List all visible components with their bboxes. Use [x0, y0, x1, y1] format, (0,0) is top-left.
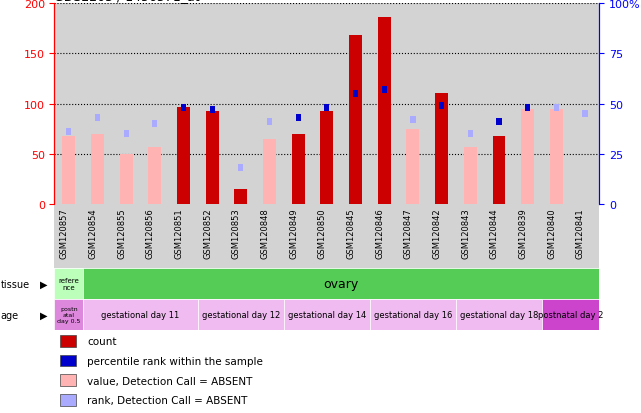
- Text: gestational day 11: gestational day 11: [101, 311, 179, 319]
- Bar: [353, 91, 358, 98]
- Text: GSM120841: GSM120841: [576, 208, 585, 258]
- Bar: [238, 165, 244, 172]
- Bar: [296, 115, 301, 122]
- Bar: [149, 147, 162, 204]
- Bar: [153, 121, 158, 128]
- Bar: [468, 131, 473, 138]
- Bar: [62, 136, 75, 204]
- Text: rank, Detection Call = ABSENT: rank, Detection Call = ABSENT: [87, 395, 247, 405]
- Text: GSM120855: GSM120855: [117, 208, 126, 258]
- Text: GSM120847: GSM120847: [404, 208, 413, 258]
- Bar: [435, 94, 448, 204]
- Bar: [263, 139, 276, 204]
- Bar: [60, 374, 76, 386]
- Text: GSM120857: GSM120857: [60, 208, 69, 258]
- Text: GSM120843: GSM120843: [462, 208, 470, 258]
- Bar: [378, 18, 391, 204]
- Text: GSM120844: GSM120844: [490, 208, 499, 258]
- Text: gestational day 12: gestational day 12: [202, 311, 280, 319]
- Text: GSM120853: GSM120853: [232, 208, 241, 258]
- Text: GSM120842: GSM120842: [433, 208, 442, 258]
- Text: ▶: ▶: [40, 310, 48, 320]
- Bar: [410, 117, 415, 124]
- Bar: [370, 299, 456, 330]
- Text: postn
atal
day 0.5: postn atal day 0.5: [57, 306, 81, 323]
- Text: GSM120845: GSM120845: [347, 208, 356, 258]
- Text: GSM120850: GSM120850: [318, 208, 327, 258]
- Bar: [206, 111, 219, 204]
- Text: gestational day 14: gestational day 14: [288, 311, 366, 319]
- Bar: [406, 129, 419, 204]
- Text: gestational day 16: gestational day 16: [374, 311, 452, 319]
- Bar: [60, 355, 76, 366]
- Bar: [492, 136, 505, 204]
- Text: GSM120848: GSM120848: [260, 208, 270, 258]
- Bar: [464, 147, 477, 204]
- Bar: [177, 107, 190, 204]
- Text: count: count: [87, 337, 117, 347]
- Bar: [60, 335, 76, 347]
- Text: GSM120852: GSM120852: [203, 208, 212, 258]
- Bar: [267, 119, 272, 126]
- Bar: [550, 109, 563, 204]
- Bar: [54, 268, 83, 299]
- Bar: [525, 105, 530, 112]
- Text: GSM120840: GSM120840: [547, 208, 556, 258]
- Bar: [554, 105, 559, 112]
- Text: GSM120839: GSM120839: [519, 208, 528, 258]
- Text: age: age: [1, 310, 19, 320]
- Bar: [292, 134, 304, 204]
- Bar: [456, 299, 542, 330]
- Text: tissue: tissue: [1, 279, 29, 289]
- Bar: [320, 111, 333, 204]
- Bar: [235, 190, 247, 204]
- Bar: [439, 103, 444, 110]
- Text: GSM120846: GSM120846: [375, 208, 384, 258]
- Text: GSM120856: GSM120856: [146, 208, 155, 258]
- Bar: [91, 134, 104, 204]
- Text: gestational day 18: gestational day 18: [460, 311, 538, 319]
- Text: ovary: ovary: [324, 278, 359, 290]
- Text: GSM120849: GSM120849: [289, 208, 298, 258]
- Bar: [124, 131, 129, 138]
- Bar: [496, 119, 501, 126]
- Text: GSM120854: GSM120854: [88, 208, 97, 258]
- Bar: [381, 87, 387, 94]
- Bar: [521, 109, 534, 204]
- Text: ▶: ▶: [40, 279, 48, 289]
- Bar: [542, 299, 599, 330]
- Bar: [284, 299, 370, 330]
- Text: percentile rank within the sample: percentile rank within the sample: [87, 356, 263, 366]
- Bar: [181, 105, 186, 112]
- Bar: [210, 107, 215, 114]
- Bar: [95, 115, 100, 122]
- Bar: [60, 394, 76, 406]
- Bar: [198, 299, 284, 330]
- Text: value, Detection Call = ABSENT: value, Detection Call = ABSENT: [87, 376, 253, 386]
- Text: GDS2203 / 1456571_at: GDS2203 / 1456571_at: [54, 0, 200, 3]
- Bar: [349, 36, 362, 204]
- Bar: [54, 299, 83, 330]
- Text: postnatal day 2: postnatal day 2: [538, 311, 603, 319]
- Bar: [324, 105, 329, 112]
- Text: GSM120851: GSM120851: [174, 208, 183, 258]
- Bar: [120, 154, 133, 204]
- Text: refere
nce: refere nce: [58, 278, 79, 290]
- Bar: [66, 129, 71, 136]
- Bar: [83, 299, 198, 330]
- Bar: [583, 111, 588, 118]
